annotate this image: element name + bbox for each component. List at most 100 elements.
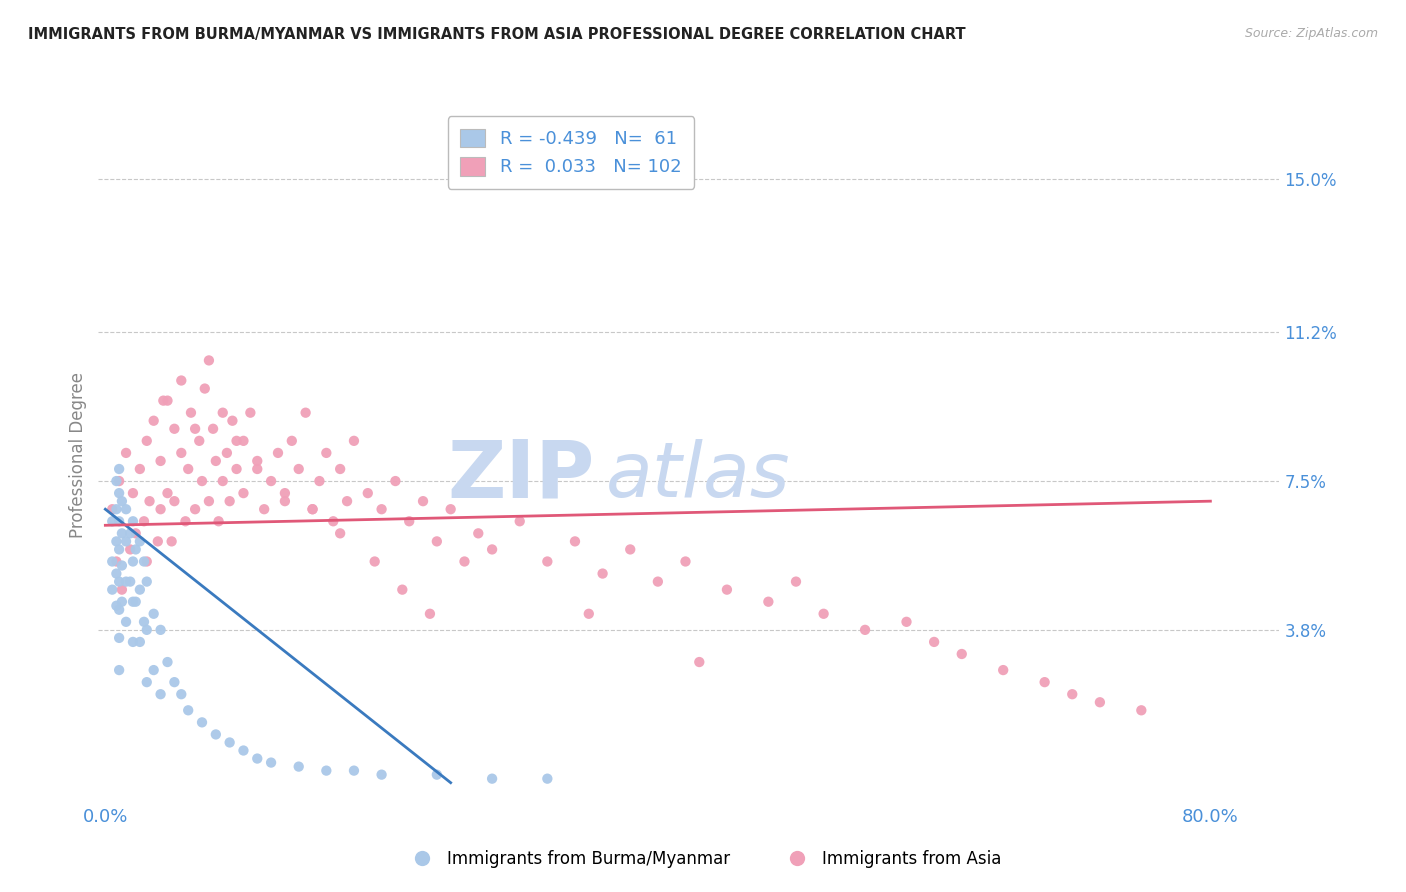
Point bbox=[308, 474, 330, 488]
Point bbox=[170, 687, 193, 701]
Point bbox=[287, 759, 309, 773]
Point bbox=[287, 462, 309, 476]
Point bbox=[225, 434, 247, 448]
Point bbox=[191, 715, 214, 730]
Point bbox=[160, 534, 183, 549]
Point bbox=[105, 502, 128, 516]
Point bbox=[122, 635, 145, 649]
Point bbox=[274, 494, 297, 508]
Point bbox=[315, 446, 337, 460]
Point bbox=[198, 494, 221, 508]
Point bbox=[115, 615, 138, 629]
Point bbox=[115, 534, 138, 549]
Point bbox=[125, 542, 148, 557]
Point bbox=[125, 526, 148, 541]
Point bbox=[132, 554, 155, 568]
Point bbox=[315, 764, 337, 778]
Point bbox=[363, 554, 385, 568]
Point bbox=[716, 582, 738, 597]
Point bbox=[191, 474, 214, 488]
Point bbox=[105, 566, 128, 581]
Point bbox=[184, 502, 207, 516]
Point bbox=[111, 494, 134, 508]
Point bbox=[756, 595, 779, 609]
Point bbox=[922, 635, 945, 649]
Point bbox=[135, 434, 157, 448]
Point bbox=[301, 502, 323, 516]
Point bbox=[135, 623, 157, 637]
Point bbox=[108, 631, 131, 645]
Point bbox=[211, 406, 233, 420]
Point bbox=[785, 574, 807, 589]
Point bbox=[453, 554, 475, 568]
Point bbox=[509, 514, 531, 528]
Point bbox=[128, 534, 150, 549]
Point bbox=[163, 422, 186, 436]
Text: Source: ZipAtlas.com: Source: ZipAtlas.com bbox=[1244, 27, 1378, 40]
Point bbox=[146, 534, 169, 549]
Point bbox=[174, 514, 197, 528]
Point bbox=[125, 595, 148, 609]
Point bbox=[1033, 675, 1056, 690]
Point bbox=[246, 751, 269, 765]
Point bbox=[343, 764, 366, 778]
Point bbox=[122, 554, 145, 568]
Point bbox=[163, 675, 186, 690]
Point bbox=[105, 534, 128, 549]
Point bbox=[329, 462, 352, 476]
Point bbox=[225, 462, 247, 476]
Point bbox=[370, 767, 392, 781]
Point bbox=[120, 526, 142, 541]
Point bbox=[993, 663, 1015, 677]
Point bbox=[536, 554, 558, 568]
Point bbox=[813, 607, 835, 621]
Point bbox=[232, 743, 254, 757]
Point bbox=[180, 406, 202, 420]
Point bbox=[260, 756, 283, 770]
Point bbox=[120, 574, 142, 589]
Point bbox=[440, 502, 463, 516]
Point bbox=[221, 414, 243, 428]
Point bbox=[149, 502, 172, 516]
Point bbox=[135, 554, 157, 568]
Point bbox=[301, 502, 323, 516]
Point bbox=[619, 542, 641, 557]
Point bbox=[481, 772, 503, 786]
Point bbox=[426, 534, 449, 549]
Point bbox=[128, 635, 150, 649]
Point bbox=[329, 526, 352, 541]
Point bbox=[218, 494, 240, 508]
Point bbox=[578, 607, 600, 621]
Point bbox=[170, 374, 193, 388]
Point bbox=[152, 393, 174, 408]
Point bbox=[950, 647, 973, 661]
Point bbox=[467, 526, 489, 541]
Point bbox=[108, 542, 131, 557]
Point bbox=[188, 434, 211, 448]
Point bbox=[281, 434, 304, 448]
Point bbox=[322, 514, 344, 528]
Point bbox=[156, 393, 179, 408]
Point bbox=[115, 446, 138, 460]
Text: ZIP: ZIP bbox=[447, 437, 595, 515]
Point bbox=[357, 486, 380, 500]
Point bbox=[253, 502, 276, 516]
Point bbox=[156, 655, 179, 669]
Point bbox=[149, 623, 172, 637]
Point bbox=[108, 462, 131, 476]
Point bbox=[384, 474, 406, 488]
Point bbox=[246, 462, 269, 476]
Point bbox=[370, 502, 392, 516]
Point bbox=[101, 582, 124, 597]
Point bbox=[142, 414, 165, 428]
Point bbox=[896, 615, 918, 629]
Point bbox=[246, 454, 269, 468]
Point bbox=[111, 595, 134, 609]
Point bbox=[294, 406, 316, 420]
Point bbox=[108, 514, 131, 528]
Point bbox=[111, 526, 134, 541]
Point bbox=[122, 514, 145, 528]
Point bbox=[260, 474, 283, 488]
Point bbox=[149, 687, 172, 701]
Point bbox=[101, 502, 124, 516]
